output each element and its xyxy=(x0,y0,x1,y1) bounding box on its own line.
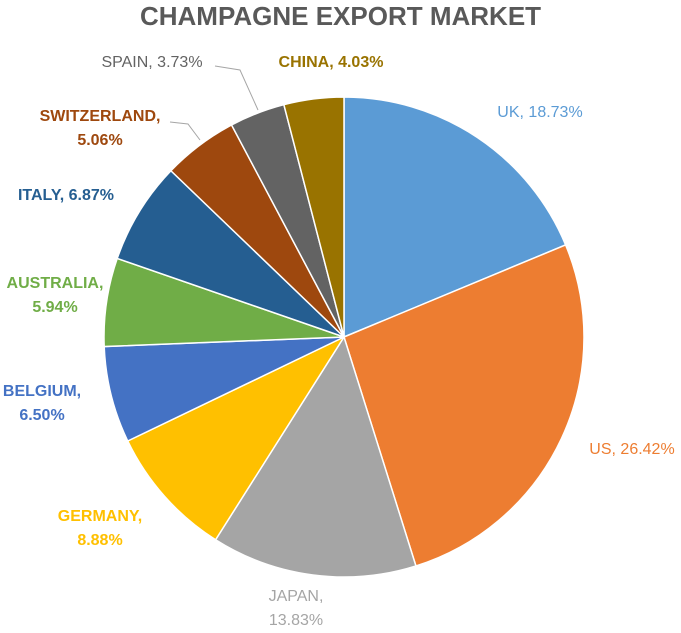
data-label: SPAIN, 3.73% xyxy=(101,54,203,71)
data-label: JAPAN, 13.83% xyxy=(268,588,324,629)
leader-line xyxy=(214,65,259,111)
data-label: ITALY, 6.87% xyxy=(17,187,115,204)
data-label: AUSTRALIA, 5.94% xyxy=(6,275,104,316)
pie-slice xyxy=(116,169,345,338)
pie-slice xyxy=(282,96,345,338)
data-label: UK, 18.73% xyxy=(497,104,583,121)
chart-title: CHAMPAGNE EXPORT MARKET xyxy=(139,1,542,31)
data-label: BELGIUM, 6.50% xyxy=(2,383,82,424)
pie-slice xyxy=(126,335,347,541)
pie-slice xyxy=(214,335,417,578)
data-label: GERMANY, 8.88% xyxy=(57,508,143,549)
data-label: CHINA, 4.03% xyxy=(278,54,384,71)
data-label: US, 26.42% xyxy=(589,441,675,458)
pie-slice xyxy=(343,243,585,567)
leader-line xyxy=(169,121,201,141)
data-label: SWITZERLAND, 5.06% xyxy=(39,108,161,149)
pie-slice xyxy=(343,96,567,339)
